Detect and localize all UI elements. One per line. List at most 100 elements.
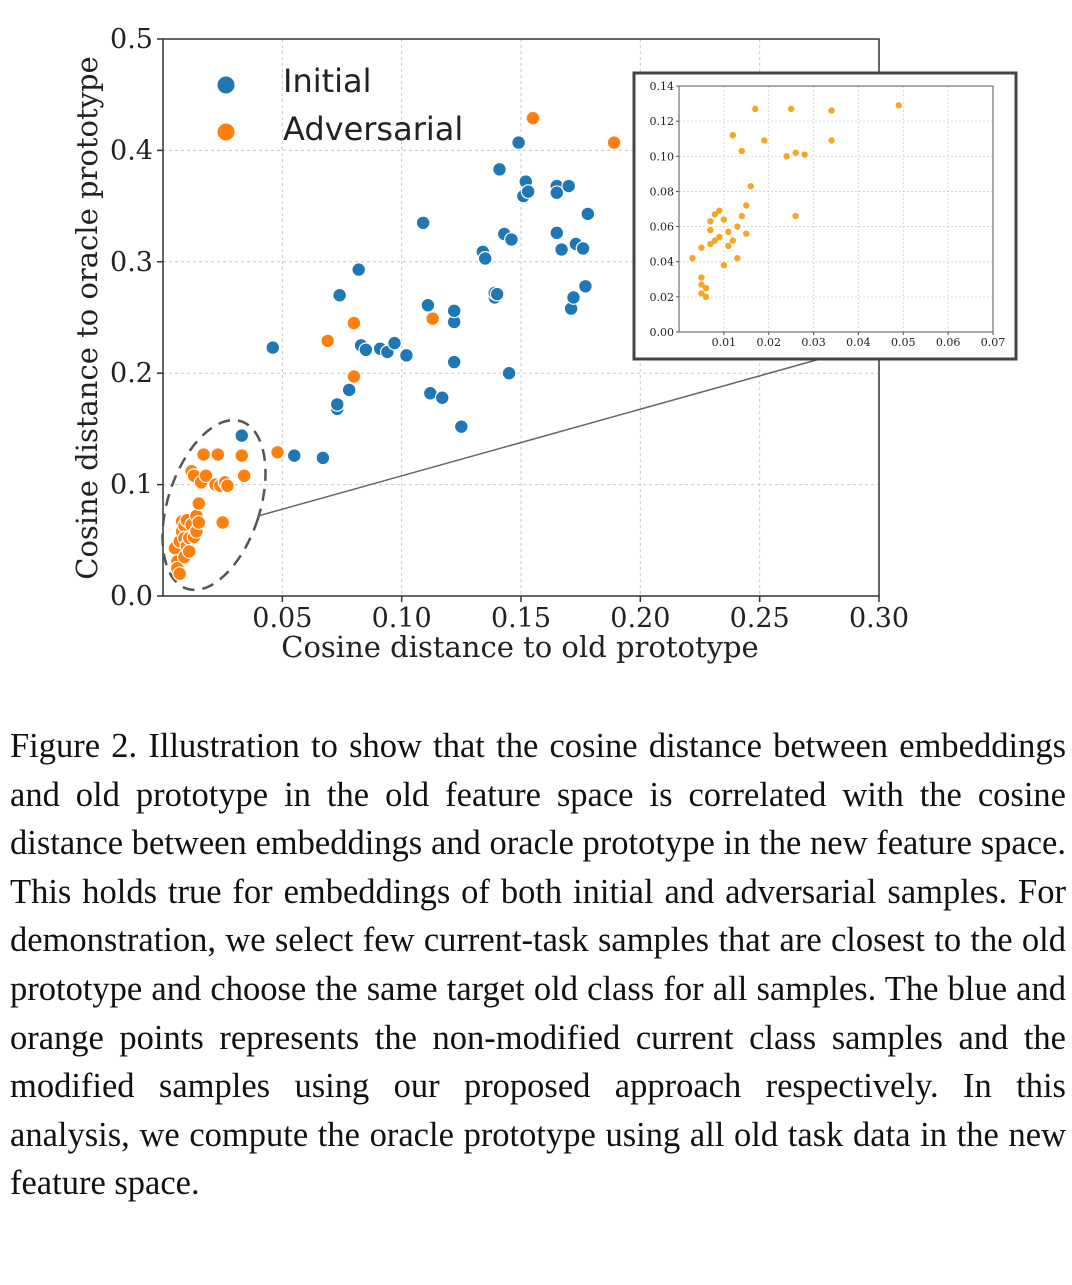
data-point-initial [399, 347, 414, 363]
data-point-initial [511, 135, 527, 151]
data-point-initial [358, 342, 374, 358]
inset-data-point [725, 242, 732, 250]
y-tick-label: 0.3 [110, 247, 153, 278]
inset-data-point [716, 233, 723, 241]
inset-data-point [707, 240, 714, 248]
inset-data-point [729, 237, 737, 244]
inset-border [632, 71, 1018, 361]
legend: Initial Adversarial [217, 62, 463, 148]
data-point-initial [329, 396, 345, 412]
data-point-initial [286, 448, 302, 464]
data-point-initial [315, 450, 331, 466]
inset-series-points [689, 102, 902, 301]
x-tick-label: 0.05 [252, 603, 312, 634]
inset-data-point [734, 223, 741, 230]
data-point-initial [420, 297, 436, 313]
data-point-adversarial [425, 311, 441, 327]
x-tick-label: 0.30 [849, 603, 909, 634]
inset-y-tick-label: 0.02 [650, 291, 675, 304]
figure-caption: Figure 2. Illustration to show that the … [10, 727, 1066, 1203]
data-point-adversarial [191, 515, 207, 530]
data-point-initial [504, 232, 519, 247]
inset-data-point [707, 218, 714, 225]
data-point-initial [351, 262, 367, 277]
data-point-adversarial [198, 468, 214, 484]
x-axis-label: Cosine distance to old prototype [281, 630, 758, 664]
data-point-initial [549, 185, 565, 201]
inset-x-tick-label: 0.01 [712, 336, 737, 349]
inset-data-point [698, 281, 705, 288]
inset-y-tick-label: 0.06 [650, 221, 675, 234]
zoom-connector-line [257, 358, 821, 517]
data-point-initial [492, 161, 507, 177]
y-axis-label: Cosine distance to oracle prototype [70, 56, 104, 579]
inset-data-point [828, 137, 835, 144]
inset-data-point [720, 216, 728, 223]
data-point-initial [446, 303, 462, 319]
inset-x-tick-label: 0.04 [846, 336, 871, 349]
inset-data-point [711, 237, 719, 244]
series-adversarial [167, 110, 622, 582]
data-point-initial [520, 184, 536, 200]
inset-y-tick-label: 0.08 [650, 185, 675, 198]
inset-y-tick-label: 0.12 [650, 115, 675, 128]
inset-data-point [689, 255, 696, 262]
inset-data-point [743, 202, 750, 209]
data-point-initial [489, 286, 505, 302]
inset-data-point [698, 244, 705, 251]
data-point-initial [415, 215, 431, 231]
data-point-adversarial [215, 515, 231, 530]
data-point-adversarial [220, 478, 235, 494]
data-point-initial [561, 178, 577, 194]
inset-y-axis-ticks: 0.00 0.02 0.04 0.06 0.08 0.10 0.12 0.14 [650, 80, 679, 339]
inset-x-tick-label: 0.02 [756, 336, 781, 349]
data-point-initial [501, 365, 517, 381]
inset-data-point [828, 107, 835, 114]
inset-x-tick-label: 0.05 [891, 336, 916, 349]
inset-data-point [783, 153, 790, 160]
data-point-initial [265, 340, 281, 355]
zoom-connector [257, 358, 821, 517]
inset-data-point [747, 182, 754, 190]
inset-x-tick-label: 0.07 [981, 336, 1006, 349]
x-tick-label: 0.20 [610, 603, 670, 634]
inset-data-point [702, 293, 710, 301]
inset-y-tick-label: 0.10 [650, 150, 675, 163]
data-point-adversarial [234, 448, 250, 464]
x-tick-label: 0.15 [491, 603, 551, 634]
data-point-adversarial [172, 566, 188, 582]
inset-data-point [761, 137, 768, 144]
inset-data-point [734, 255, 741, 262]
legend-marker-initial [217, 76, 235, 94]
inset-data-point [698, 274, 705, 281]
y-tick-label: 0.4 [110, 135, 153, 166]
inset-data-point [895, 102, 902, 109]
inset-y-tick-label: 0.04 [650, 256, 675, 269]
data-point-initial [234, 428, 250, 443]
data-point-initial [578, 278, 593, 294]
inset-x-tick-label: 0.03 [801, 336, 826, 349]
y-tick-label: 0.0 [110, 581, 153, 612]
y-axis-ticks: 0.0 0.1 0.2 0.3 0.4 0.5 [110, 24, 163, 612]
data-point-adversarial [270, 444, 285, 460]
data-point-adversarial [210, 447, 226, 462]
inset-data-point [743, 230, 750, 237]
data-point-initial [566, 290, 581, 305]
inset-x-axis-ticks: 0.01 0.02 0.03 0.04 0.05 0.06 0.07 [712, 332, 1006, 349]
inset-x-tick-label: 0.06 [936, 336, 961, 349]
inset-data-point [738, 147, 745, 155]
zoom-ellipse [161, 418, 267, 592]
data-point-adversarial [606, 135, 622, 151]
inset-data-point [792, 149, 799, 156]
inset-plot-frame [678, 85, 994, 333]
inset-data-point [792, 212, 799, 220]
inset-data-point [738, 212, 745, 220]
data-point-initial [549, 225, 565, 241]
y-tick-label: 0.5 [110, 24, 153, 55]
y-tick-label: 0.1 [110, 470, 153, 501]
inset-y-tick-label: 0.00 [650, 326, 675, 339]
data-point-adversarial [191, 496, 207, 511]
legend-label-initial: Initial [283, 62, 372, 100]
x-tick-label: 0.10 [372, 603, 432, 634]
data-point-initial [434, 390, 450, 406]
